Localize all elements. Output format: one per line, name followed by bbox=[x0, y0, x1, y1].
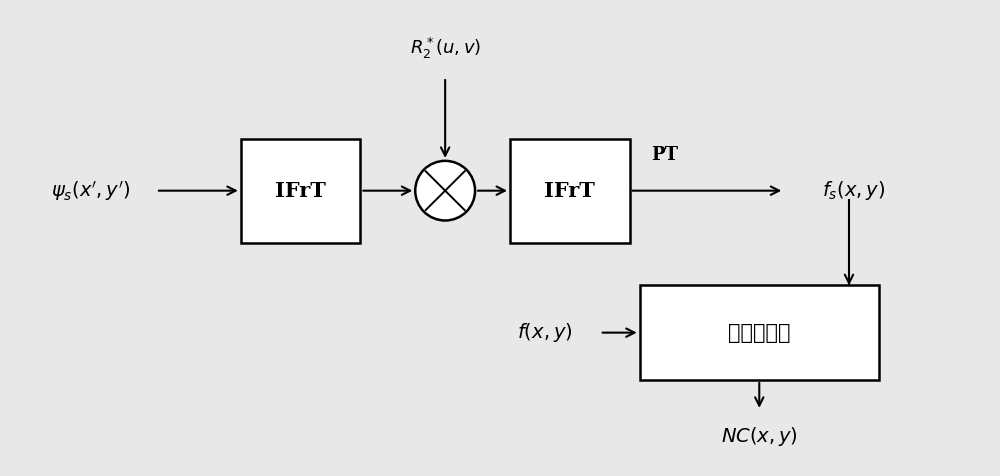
Text: $f(x, y)$: $f(x, y)$ bbox=[517, 321, 573, 344]
Text: $NC(x, y)$: $NC(x, y)$ bbox=[721, 425, 798, 448]
Text: $\psi_s(x', y')$: $\psi_s(x', y')$ bbox=[51, 178, 131, 203]
Text: $R_2^*(u, v)$: $R_2^*(u, v)$ bbox=[410, 36, 481, 61]
Text: 非线性相关: 非线性相关 bbox=[728, 323, 791, 343]
Bar bbox=[241, 139, 360, 243]
Text: $f_s(x, y)$: $f_s(x, y)$ bbox=[822, 179, 886, 202]
Text: PT: PT bbox=[651, 146, 678, 164]
Ellipse shape bbox=[415, 161, 475, 220]
Text: IFrT: IFrT bbox=[275, 181, 326, 201]
Bar bbox=[640, 285, 879, 380]
Text: IFrT: IFrT bbox=[544, 181, 595, 201]
Bar bbox=[510, 139, 630, 243]
